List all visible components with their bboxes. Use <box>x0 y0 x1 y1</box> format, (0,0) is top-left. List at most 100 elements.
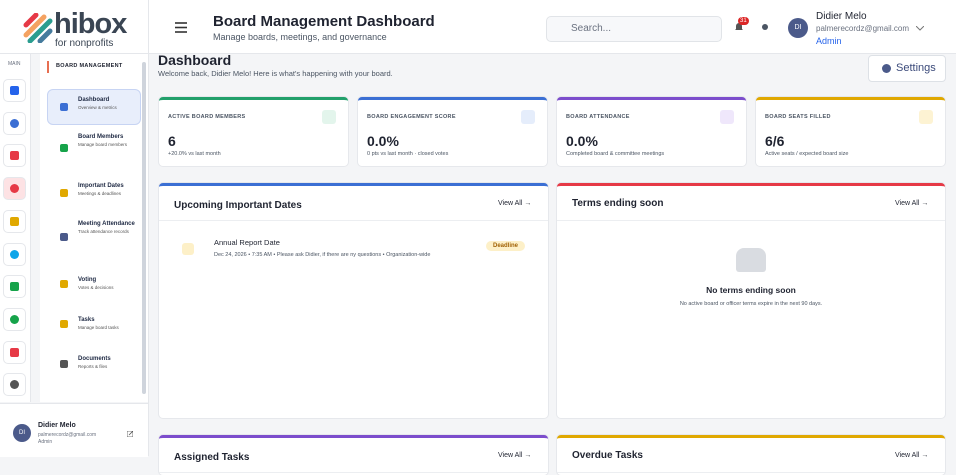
header-title: Board Management Dashboard <box>213 13 435 30</box>
stat-value: 0.0% <box>367 133 399 149</box>
stat-label: BOARD SEATS FILLED <box>765 114 831 120</box>
user-avatar[interactable]: DI <box>788 18 808 38</box>
nav-subtitle: Manage board members <box>78 142 128 148</box>
event-title: Annual Report Date <box>214 238 280 247</box>
view-all-link[interactable]: View All → <box>498 200 532 207</box>
nav-text: Dashboard Overview & metrics <box>78 97 136 111</box>
nav-icon <box>60 320 68 328</box>
stat-value: 6/6 <box>765 133 785 149</box>
panel: Terms ending soon View All → No terms endi… <box>557 183 945 418</box>
event-tag: Deadline <box>486 241 526 251</box>
nav-icon <box>60 189 68 197</box>
rail-button[interactable] <box>3 209 26 233</box>
stat-card: ACTIVE BOARD MEMBERS 6 +20.0% vs last mont… <box>159 97 348 166</box>
empty-icon <box>736 248 766 272</box>
nav-item[interactable]: Meeting Attendance Track attendance recor… <box>48 218 140 256</box>
nav-text: Documents Reports & files <box>78 356 136 370</box>
user-name: Didier Melo <box>816 11 867 22</box>
stat-card: BOARD ENGAGEMENT SCORE 0.0% 0 pts vs last … <box>358 97 547 166</box>
nav-text: Tasks Manage board tasks <box>78 317 136 331</box>
header-subtitle: Manage boards, meetings, and governance <box>213 32 387 42</box>
nav-item[interactable]: Voting Votes & decisions <box>48 274 140 294</box>
nav-icon <box>60 233 68 241</box>
rail-button[interactable] <box>3 340 26 364</box>
panel: Upcoming Important Dates View All → Annual… <box>159 183 548 418</box>
nav-subtitle: Meetings & deadlines <box>78 191 122 197</box>
rail-icon <box>10 216 19 226</box>
stat-icon <box>720 110 734 124</box>
nav-item[interactable]: Documents Reports & files <box>48 353 140 375</box>
stat-label: BOARD ENGAGEMENT SCORE <box>367 114 456 120</box>
brand-name: hibox <box>54 8 127 40</box>
settings-button[interactable]: Settings <box>868 55 946 82</box>
icon-rail: MAIN <box>0 54 31 402</box>
nav-subtitle: Reports & files <box>78 364 108 370</box>
stat-note: Completed board & committee meetings <box>566 151 665 157</box>
rail-button[interactable] <box>3 79 26 102</box>
rail-button[interactable] <box>3 177 26 201</box>
nav-title: Voting <box>78 277 97 283</box>
panel-title: Upcoming Important Dates <box>174 200 302 211</box>
rail-icon <box>10 380 19 390</box>
stat-note: Active seats / expected board size <box>765 151 849 157</box>
nav-item[interactable]: Tasks Manage board tasks <box>48 314 140 334</box>
rail-button[interactable] <box>3 307 26 331</box>
stat-note: 0 pts vs last month · closed votes <box>367 151 449 157</box>
nav-item[interactable]: Board Members Manage board members <box>48 131 140 165</box>
menu-button[interactable] <box>175 22 187 33</box>
panel: Overdue Tasks View All → <box>557 435 945 475</box>
rail-button[interactable] <box>3 242 26 266</box>
panel-title: Terms ending soon <box>572 198 664 209</box>
sidebar-footer: DI Didier Melo palmerecordz@gmail.com Ad… <box>0 403 148 457</box>
footer-avatar[interactable]: DI <box>13 424 31 442</box>
empty-text: No active board or officer terms expire … <box>679 301 823 307</box>
user-role: Admin <box>816 36 842 46</box>
nav-subtitle: Track attendance records <box>78 229 129 235</box>
search-box[interactable]: Search... <box>546 16 722 42</box>
nav-title: Meeting Attendance <box>78 221 135 227</box>
panel-divider <box>557 472 945 473</box>
settings-icon <box>882 64 891 73</box>
nav-text: Board Members Manage board members <box>78 134 136 148</box>
page-welcome: Welcome back, Didier Melo! Here is what'… <box>158 69 393 78</box>
search-placeholder: Search... <box>571 23 612 34</box>
rail-label: MAIN <box>8 61 21 67</box>
nav-title: Tasks <box>78 317 95 323</box>
rail-button[interactable] <box>3 275 26 299</box>
logout-icon[interactable] <box>127 431 133 437</box>
panel-divider <box>159 220 548 221</box>
rail-button[interactable] <box>3 111 26 135</box>
footer-role: Admin <box>38 439 53 445</box>
bell-icon[interactable] <box>734 22 744 33</box>
nav-subtitle: Overview & metrics <box>78 105 117 111</box>
nav-subtitle: Manage board tasks <box>78 325 119 331</box>
nav-text: Meeting Attendance Track attendance recor… <box>78 221 136 235</box>
rail-button[interactable] <box>3 144 26 168</box>
user-menu-chevron[interactable] <box>916 26 924 31</box>
settings-label: Settings <box>896 62 936 74</box>
stat-icon <box>322 110 336 124</box>
nav-item[interactable]: Important Dates Meetings & deadlines <box>48 180 140 206</box>
brand-tagline: for nonprofits <box>55 38 114 49</box>
event-details: Dec 24, 2026 • 7:35 AM • Please ask Didi… <box>214 252 431 258</box>
panel-title: Assigned Tasks <box>174 452 250 463</box>
nav-item[interactable]: Dashboard Overview & metrics <box>48 90 140 124</box>
stat-value: 0.0% <box>566 133 598 149</box>
nav-icon <box>60 280 68 288</box>
rail-icon <box>10 86 19 95</box>
nav-icon <box>60 360 68 368</box>
nav-title: Documents <box>78 356 111 362</box>
rail-icon <box>10 151 19 161</box>
view-all-link[interactable]: View All → <box>895 200 929 207</box>
rail-icon <box>10 118 19 128</box>
event-icon <box>182 243 194 255</box>
stat-card: BOARD ATTENDANCE 0.0% Completed board & co… <box>557 97 746 166</box>
scrollbar <box>142 62 146 394</box>
rail-icon <box>10 347 19 357</box>
rail-button[interactable] <box>3 373 26 397</box>
notification-badge: 31 <box>738 17 749 25</box>
stat-label: BOARD ATTENDANCE <box>566 114 630 120</box>
panel-divider <box>159 472 548 473</box>
nav-text: Voting Votes & decisions <box>78 277 136 291</box>
